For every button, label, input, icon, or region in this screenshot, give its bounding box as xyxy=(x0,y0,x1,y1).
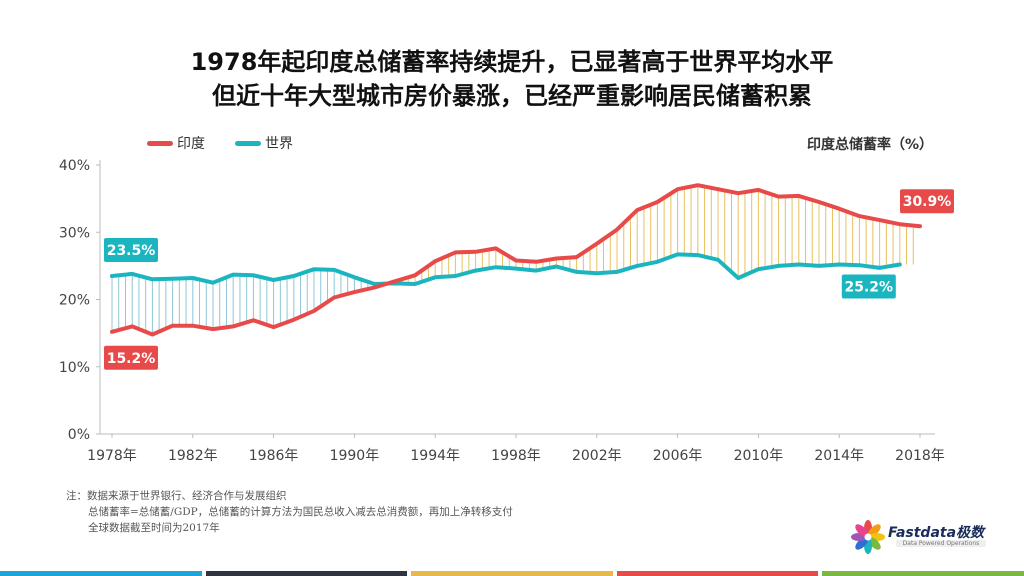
x-tick-label: 2018年 xyxy=(895,448,945,464)
data-label-badge xyxy=(841,274,896,299)
x-tick-label: 1998年 xyxy=(491,448,541,464)
bottom-color-bar xyxy=(0,571,1024,576)
legend-label-india: 印度 xyxy=(177,136,205,152)
y-unit-label: 印度总储蓄率（%） xyxy=(807,137,934,153)
footnote-2: 总储蓄率=总储蓄/GDP，总储蓄的计算方法为国民总收入减去总消费额，再加上净转移… xyxy=(88,506,513,518)
x-tick-label: 1986年 xyxy=(249,448,299,464)
x-tick-label: 2014年 xyxy=(814,448,864,464)
x-tick-label: 2006年 xyxy=(653,448,703,464)
y-tick-label: 20% xyxy=(59,293,90,309)
legend-item-world: 世界 xyxy=(235,133,293,153)
legend-label-world: 世界 xyxy=(265,136,293,152)
bottom-bar-segment xyxy=(205,571,408,576)
bottom-bar-segment xyxy=(0,571,202,576)
fastdata-logo: Fastdata极数 Data Powered Operations xyxy=(850,513,1000,563)
x-tick-label: 1990年 xyxy=(330,448,380,464)
data-label-badge xyxy=(104,237,158,262)
footnotes: 注：数据来源于世界银行、经济合作与发展组织 总储蓄率=总储蓄/GDP，总储蓄的计… xyxy=(66,488,513,536)
bottom-bar-segment xyxy=(822,571,1024,576)
data-label-badge xyxy=(900,189,954,214)
legend-swatch-world xyxy=(235,140,261,146)
legend-swatch-india xyxy=(147,140,173,146)
legend-item-india: 印度 xyxy=(147,133,205,153)
x-tick-label: 2010年 xyxy=(734,448,784,464)
x-tick-label: 1994年 xyxy=(410,448,460,464)
data-label-text: 23.5% xyxy=(107,243,156,259)
data-label-text: 25.2% xyxy=(845,280,894,296)
footnote-3: 全球数据截至时间为2017年 xyxy=(88,522,220,534)
y-tick-label: 40% xyxy=(59,158,90,174)
footnote-1: 注：数据来源于世界银行、经济合作与发展组织 xyxy=(66,490,287,502)
chart-title-line1: 1978年起印度总储蓄率持续提升，已显著高于世界平均水平 xyxy=(190,48,834,76)
data-label-text: 15.2% xyxy=(107,351,156,367)
x-tick-label: 1982年 xyxy=(168,448,218,464)
world-series-line xyxy=(110,252,902,286)
india-series-line xyxy=(110,183,922,337)
y-tick-label: 0% xyxy=(68,427,90,443)
bottom-bar-segment xyxy=(616,571,819,576)
logo-tagline: Data Powered Operations xyxy=(896,540,986,547)
y-tick-label: 10% xyxy=(59,360,90,376)
data-label-badge xyxy=(104,345,158,370)
chart-title-line2: 但近十年大型城市房价暴涨，已经严重影响居民储蓄积累 xyxy=(212,82,812,110)
gap-hatching xyxy=(111,185,914,335)
y-tick-label: 30% xyxy=(59,225,90,241)
x-tick-label: 2002年 xyxy=(572,448,622,464)
logo-name: Fastdata极数 xyxy=(888,525,985,541)
bottom-bar-segment xyxy=(411,571,613,576)
data-label-text: 30.9% xyxy=(903,194,952,210)
flower-logo-icon xyxy=(851,520,885,554)
x-tick-label: 1978年 xyxy=(87,448,137,464)
